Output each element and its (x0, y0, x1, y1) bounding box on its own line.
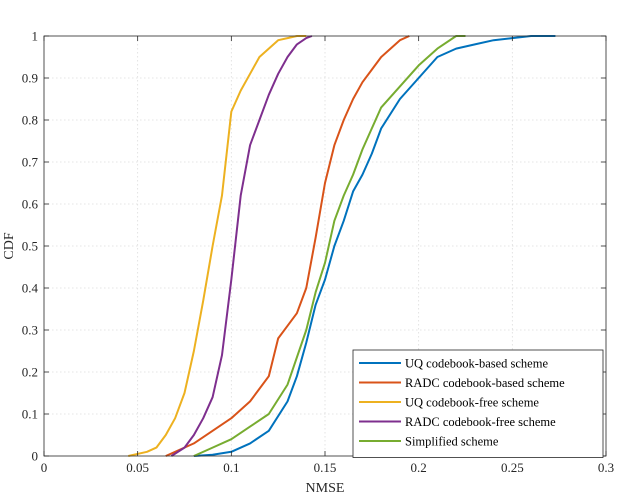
series-line-2 (165, 35, 410, 457)
y-tick-label: 0.2 (22, 365, 38, 380)
x-tick-label: 0.2 (411, 460, 427, 475)
legend-entry-label: RADC codebook-free scheme (405, 415, 556, 429)
x-axis-label: NMSE (306, 481, 345, 496)
x-tick-label: 0.3 (598, 460, 614, 475)
x-tick-label: 0 (41, 460, 48, 475)
legend-entry-label: RADC codebook-based scheme (405, 376, 565, 390)
y-axis-label: CDF (2, 232, 17, 259)
x-tick-label: 0.05 (126, 460, 149, 475)
legend: UQ codebook-based scheme RADC codebook-ba… (352, 349, 604, 458)
y-tick-label: 0.3 (22, 323, 38, 338)
y-tick-label: 0.4 (22, 281, 39, 296)
y-tick-label: 1 (32, 29, 39, 44)
y-tick-label: 0.1 (22, 407, 38, 422)
legend-box (352, 349, 604, 458)
x-tick-label: 0.15 (314, 460, 337, 475)
series-layer (128, 35, 556, 457)
x-tick-label: 0.1 (223, 460, 239, 475)
x-tick-labels: 0 0.05 0.1 0.15 0.2 0.25 0.3 (41, 460, 614, 475)
y-tick-label: 0.9 (22, 71, 38, 86)
series-line-5 (193, 35, 466, 457)
legend-entry-label: UQ codebook-based scheme (405, 357, 548, 371)
y-tick-label: 0.7 (22, 155, 39, 170)
y-tick-label: 0.6 (22, 197, 39, 212)
series-line-4 (170, 35, 313, 457)
legend-entry-label: Simplified scheme (405, 435, 499, 449)
series-line-1 (193, 35, 556, 457)
y-tick-labels: 0 0.1 0.2 0.3 0.4 0.5 0.6 0.7 0.8 0.9 1 (22, 29, 39, 464)
y-tick-label: 0.8 (22, 113, 38, 128)
x-tick-label: 0.25 (501, 460, 524, 475)
series-line-3 (128, 35, 307, 457)
axis-ticks (43, 35, 607, 457)
y-tick-label: 0 (32, 449, 39, 464)
y-tick-label: 0.5 (22, 239, 38, 254)
legend-entry-label: UQ codebook-free scheme (405, 396, 539, 410)
